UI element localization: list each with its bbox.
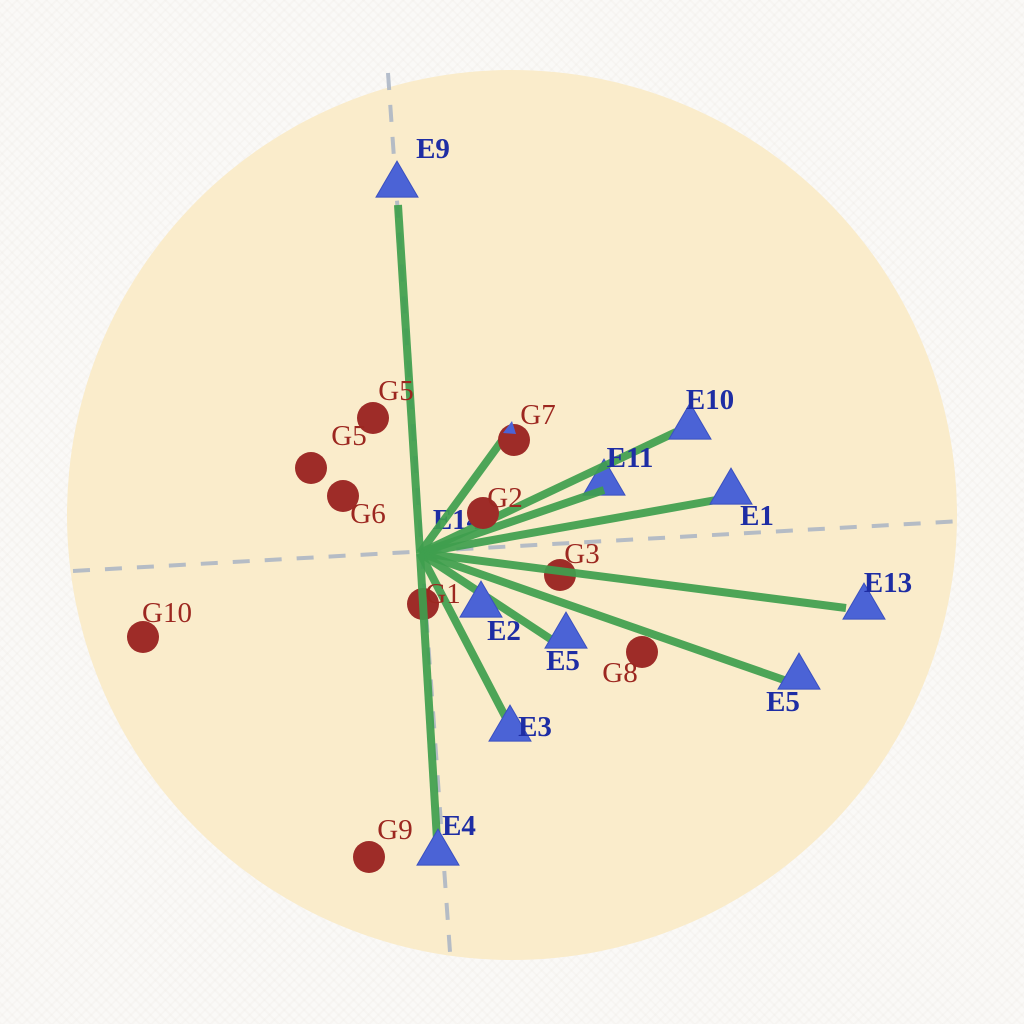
genotype-marker-circle <box>295 452 327 484</box>
genotype-label: G1 <box>425 578 460 610</box>
env-marker-triangle <box>777 652 821 690</box>
environment-vector <box>416 551 510 720</box>
hidden-env-marker-tip <box>503 421 516 434</box>
env-marker-triangle <box>459 580 503 618</box>
env-label: E13 <box>864 567 912 599</box>
genotype-marker-circle <box>127 621 159 653</box>
genotype-label: G9 <box>377 814 412 846</box>
environment-vector <box>416 552 441 841</box>
genotype-marker-circle <box>327 480 359 512</box>
environment-vector <box>418 486 606 557</box>
genotype-label: G6 <box>350 498 385 530</box>
env-marker-triangle <box>488 704 532 742</box>
environment-vector <box>394 204 424 554</box>
horizontal-axis-dashed <box>72 519 963 573</box>
genotype-label: G3 <box>564 538 599 570</box>
env-label: E3 <box>518 711 552 743</box>
env-label: E9 <box>416 133 450 165</box>
env-marker-triangle <box>668 402 712 440</box>
genotype-marker-circle <box>467 497 499 529</box>
env-label: E5 <box>766 686 800 718</box>
environment-vector <box>416 428 513 556</box>
env-label: E1 <box>740 500 774 532</box>
genotype-marker-circle <box>353 841 385 873</box>
genotype-label: G10 <box>142 597 192 629</box>
environment-vector <box>418 428 678 557</box>
env-label: E10 <box>686 384 734 416</box>
env-marker-triangle <box>544 611 588 649</box>
genotype-label: G5 <box>378 375 413 407</box>
genotype-marker-circle <box>357 402 389 434</box>
env-marker-triangle <box>582 458 626 496</box>
environment-vector <box>419 496 717 557</box>
genotype-label: G5 <box>331 420 366 452</box>
env-label: E5 <box>546 645 580 677</box>
genotype-label: G7 <box>520 399 555 431</box>
environment-vector <box>419 549 847 612</box>
env-label: E2 <box>487 615 521 647</box>
env-marker-triangle <box>375 160 419 198</box>
environment-vector <box>418 549 786 684</box>
env-marker-triangle <box>842 582 886 620</box>
env-label: E4 <box>442 810 476 842</box>
env-marker-triangle <box>709 467 753 505</box>
genotype-label: G8 <box>602 657 637 689</box>
plot-area-circle <box>67 70 957 960</box>
genotype-label: G2 <box>487 482 522 514</box>
env-label: E11 <box>607 442 654 474</box>
genotype-marker-circle <box>626 636 658 668</box>
env-marker-triangle <box>416 828 460 866</box>
